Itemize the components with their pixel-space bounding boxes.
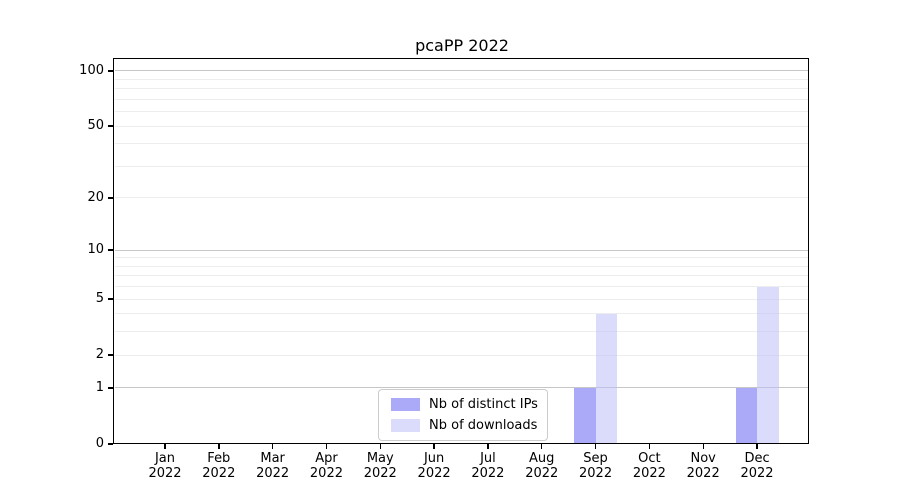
gridline-minor	[115, 354, 809, 356]
x-tick	[702, 444, 704, 449]
x-tick-year: 2022	[417, 466, 451, 481]
x-tick-month: May	[366, 451, 394, 466]
x-tick	[271, 444, 274, 449]
y-tick	[108, 70, 113, 72]
x-tick-month: Sep	[583, 451, 608, 466]
gridline-major	[115, 387, 809, 389]
legend-item-downloads: Nb of downloads	[391, 417, 538, 434]
x-tick-year: 2022	[309, 466, 343, 481]
gridline-minor	[115, 143, 809, 145]
x-tick	[648, 444, 651, 449]
gridline-major	[115, 70, 809, 72]
bar-distinct-ips	[735, 387, 758, 444]
legend-label-downloads: Nb of downloads	[429, 418, 538, 433]
x-tick-label: Aug 2022	[512, 451, 572, 481]
x-tick	[379, 444, 381, 449]
x-tick	[325, 444, 328, 449]
y-tick	[108, 387, 113, 389]
y-tick-label: 50	[87, 118, 104, 134]
x-tick-month: Mar	[260, 451, 285, 466]
y-tick	[108, 125, 113, 127]
x-tick-label: May 2022	[350, 451, 410, 481]
y-tick	[108, 354, 113, 356]
x-tick	[594, 444, 597, 449]
x-tick-year: 2022	[256, 466, 290, 481]
x-tick-label: Apr 2022	[296, 451, 356, 481]
gridline-major	[115, 249, 809, 251]
gridline-minor	[115, 313, 809, 315]
x-tick	[218, 444, 220, 449]
gridline-minor	[115, 275, 809, 277]
x-tick	[756, 444, 758, 449]
gridline-minor	[115, 88, 809, 90]
gridline-minor	[115, 78, 809, 80]
x-tick-month: Nov	[690, 451, 716, 466]
x-tick-label: Nov 2022	[673, 451, 733, 481]
x-tick-year: 2022	[363, 466, 397, 481]
x-tick-year: 2022	[740, 466, 774, 481]
legend-swatch-downloads	[391, 419, 420, 432]
legend-label-distinct-ips: Nb of distinct IPs	[429, 397, 538, 412]
y-tick-label: 5	[95, 291, 104, 307]
gridline-minor	[115, 331, 809, 333]
x-tick-month: Jul	[480, 451, 496, 466]
gridline-minor	[115, 298, 809, 300]
y-tick	[108, 298, 113, 300]
gridline-minor	[115, 257, 809, 259]
x-tick	[433, 444, 435, 449]
chart-title: pcaPP 2022	[415, 36, 509, 55]
x-tick-year: 2022	[471, 466, 505, 481]
x-tick-label: Jun 2022	[404, 451, 464, 481]
x-tick	[487, 444, 489, 449]
legend: Nb of distinct IPs Nb of downloads	[378, 389, 548, 441]
x-tick-month: Feb	[207, 451, 231, 466]
bar-distinct-ips	[574, 387, 596, 444]
x-tick-month: Jan	[154, 451, 176, 466]
gridline-minor	[115, 265, 809, 267]
x-tick-label: Feb 2022	[189, 451, 249, 481]
gridline-minor	[115, 165, 809, 167]
x-tick-month: Dec	[744, 451, 770, 466]
y-tick-label: 100	[79, 62, 104, 78]
gridline-minor	[115, 125, 809, 127]
y-tick-label: 20	[87, 189, 104, 205]
x-tick-year: 2022	[202, 466, 236, 481]
x-tick-label: Mar 2022	[243, 451, 303, 481]
y-tick-label: 10	[87, 242, 104, 258]
y-tick-label: 0	[95, 436, 104, 451]
x-tick-month: Oct	[638, 451, 661, 466]
x-tick-year: 2022	[632, 466, 666, 481]
gridline-minor	[115, 111, 809, 113]
x-tick-label: Sep 2022	[566, 451, 626, 481]
y-tick-label: 1	[95, 379, 104, 395]
x-tick-label: Dec 2022	[727, 451, 787, 481]
legend-item-distinct-ips: Nb of distinct IPs	[391, 396, 538, 413]
bar-downloads	[757, 286, 779, 444]
gridline-minor	[115, 98, 809, 100]
x-tick	[164, 444, 166, 449]
x-tick-year: 2022	[525, 466, 559, 481]
legend-swatch-distinct-ips	[391, 398, 420, 411]
x-tick-year: 2022	[579, 466, 613, 481]
x-tick	[541, 444, 543, 449]
x-tick-year: 2022	[686, 466, 720, 481]
x-tick-label: Jul 2022	[458, 451, 518, 481]
x-tick-month: Aug	[529, 451, 555, 466]
x-tick-month: Jun	[423, 451, 445, 466]
x-tick-label: Jan 2022	[135, 451, 195, 481]
x-tick-year: 2022	[148, 466, 182, 481]
x-tick-label: Oct 2022	[619, 451, 679, 481]
x-tick-month: Apr	[315, 451, 338, 466]
y-tick	[108, 249, 113, 251]
y-tick-label: 2	[95, 347, 104, 363]
y-tick	[108, 443, 113, 445]
gridline-minor	[115, 197, 809, 199]
gridline-minor	[115, 286, 809, 288]
bar-downloads	[595, 313, 618, 444]
y-tick	[108, 197, 113, 199]
